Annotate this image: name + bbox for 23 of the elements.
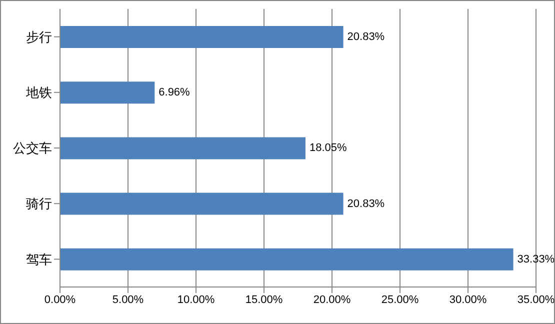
x-tick-label: 10.00%: [177, 294, 215, 306]
x-tick-label: 5.00%: [112, 294, 144, 306]
bar: [60, 137, 306, 160]
y-tick-label: 驾车: [26, 252, 52, 267]
x-tick-label: 35.00%: [517, 294, 555, 306]
data-label: 18.05%: [309, 142, 348, 154]
y-tick-label: 地铁: [25, 85, 52, 100]
x-tick-label: 25.00%: [381, 294, 419, 306]
data-label: 6.96%: [158, 86, 190, 99]
y-tick-label: 公交车: [13, 140, 52, 156]
data-label: 20.83%: [347, 31, 385, 43]
y-tick-label: 步行: [26, 29, 52, 44]
data-label: 20.83%: [347, 198, 385, 210]
x-tick-label: 20.00%: [313, 294, 351, 306]
x-tick-label: 0.00%: [44, 294, 76, 306]
bar: [60, 248, 514, 270]
bar: [60, 26, 344, 48]
x-tick-label: 30.00%: [449, 294, 487, 306]
bar: [60, 192, 344, 215]
x-tick-label: 15.00%: [245, 294, 283, 306]
bar: [60, 82, 155, 104]
data-label: 33.33%: [517, 253, 555, 266]
y-tick-label: 骑行: [26, 196, 52, 212]
